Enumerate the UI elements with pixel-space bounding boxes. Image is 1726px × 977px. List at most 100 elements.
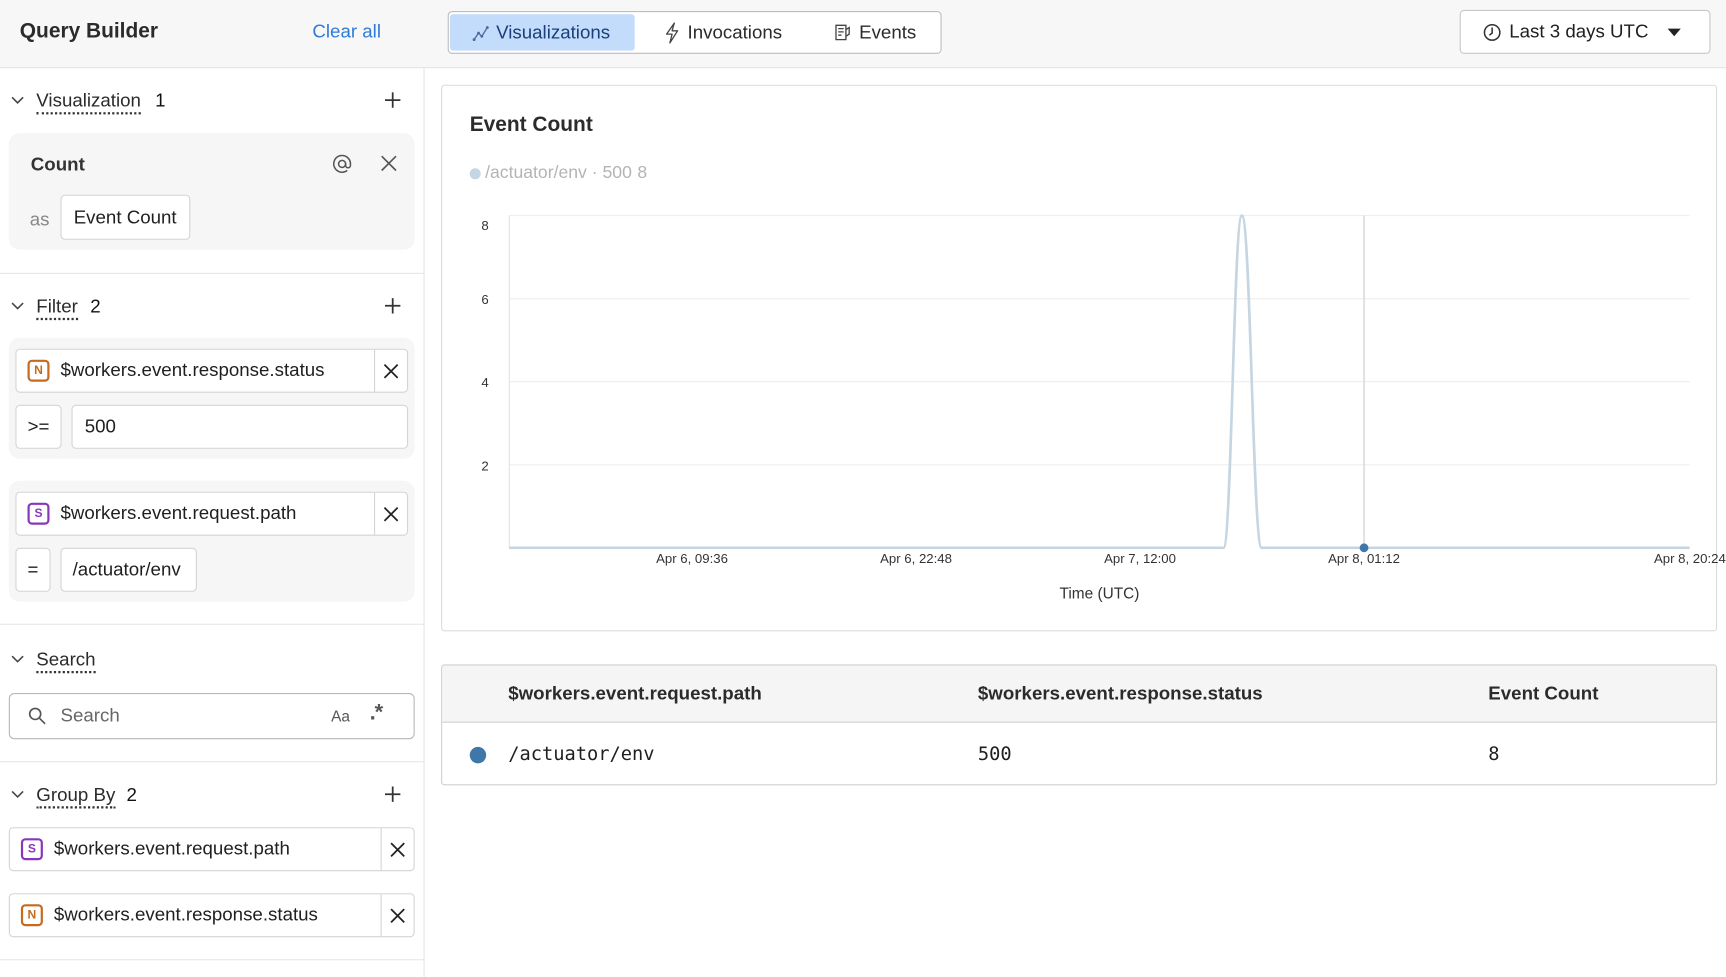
group-by-section-header[interactable]: Group By 2 [0,780,425,813]
as-label: as [29,209,50,230]
time-range-value: Last 3 days UTC [1509,20,1649,42]
string-type-badge: S [27,502,50,525]
search-section-header[interactable]: Search [0,645,425,678]
close-icon[interactable] [383,505,400,522]
chart-legend[interactable]: /actuator/env · 500 8 [469,163,648,184]
x-axis-title: Time (UTC) [1060,585,1140,602]
add-filter-icon[interactable] [382,295,404,317]
document-icon [835,24,850,41]
add-group-by-icon[interactable] [382,783,404,805]
legend-value: 8 [637,163,648,183]
filter-field-name: $workers.event.request.path [60,502,297,524]
y-tick-label: 4 [481,375,488,390]
view-tabs: Visualizations Invocations Events [447,11,942,54]
y-tick-label: 6 [481,292,488,307]
sidebar-title: Query Builder [19,19,159,43]
chevron-down-icon[interactable] [10,651,25,666]
at-sign-icon[interactable] [331,153,353,175]
clock-icon [1483,23,1501,41]
filter-field[interactable]: N $workers.event.response.status [15,348,409,393]
search-placeholder: Search [60,705,120,726]
tab-label: Visualizations [496,21,611,43]
tab-visualizations[interactable]: Visualizations [449,14,635,51]
cell-request-path: /actuator/env [508,743,655,766]
lightning-icon [665,21,679,44]
visualization-count: 1 [155,90,166,112]
close-icon[interactable] [380,154,399,173]
search-label: Search [36,649,96,674]
group-by-field[interactable]: N $workers.event.response.status [8,893,415,938]
group-by-field-name: $workers.event.request.path [53,838,290,860]
regex-toggle[interactable]: .* [369,700,384,725]
remove-group-by-button[interactable] [380,828,414,871]
x-tick-label: Apr 6, 22:48 [880,551,952,566]
column-header-event-count[interactable]: Event Count [1488,683,1599,704]
group-by-field-name: $workers.event.response.status [53,904,318,926]
y-tick-label: 2 [481,458,488,473]
query-builder-sidebar: Query Builder Clear all Visualization 1 … [0,0,425,977]
tab-invocations[interactable]: Invocations [663,14,806,50]
filter-field-name: $workers.event.response.status [60,359,325,381]
group-by-field[interactable]: S $workers.event.request.path [8,827,415,872]
group-by-count: 2 [126,784,137,806]
filter-count: 2 [90,295,101,317]
legend-swatch [469,168,481,180]
tab-events[interactable]: Events [834,14,939,50]
filter-value-input[interactable]: 500 [71,404,409,449]
clear-all-button[interactable]: Clear all [312,20,381,42]
visualization-section-header[interactable]: Visualization 1 [0,86,425,119]
filter-label: Filter [36,296,78,321]
filter-section-header[interactable]: Filter 2 [0,292,425,325]
alias-input[interactable]: Event Count [60,194,191,240]
close-icon[interactable] [389,841,406,858]
chart-title: Event Count [469,113,593,137]
string-type-badge: S [20,838,43,861]
cell-event-count: 8 [1488,743,1500,766]
filter-operator-select[interactable]: >= [15,404,62,449]
divider [0,761,425,763]
search-input[interactable]: Search Aa .* [8,693,415,740]
divider [0,623,425,625]
case-sensitive-toggle[interactable]: Aa [331,707,350,725]
results-table: $workers.event.request.path $workers.eve… [441,664,1718,786]
chevron-down-icon[interactable] [10,787,25,802]
visualization-label: Visualization [36,90,141,115]
filter-field[interactable]: S $workers.event.request.path [15,491,409,536]
remove-filter-button[interactable] [374,492,407,535]
filter-card: S $workers.event.request.path = /actuato… [8,480,415,602]
hover-point [1359,543,1369,553]
table-row[interactable] [442,723,1716,785]
filter-operator-select[interactable]: = [15,547,51,592]
search-icon [28,707,46,725]
number-type-badge: N [20,904,43,927]
add-visualization-icon[interactable] [382,89,404,111]
line-chart-icon [472,25,489,41]
close-icon[interactable] [383,362,400,379]
tab-label: Events [859,21,917,43]
series-color-dot [469,746,487,764]
event-count-chart[interactable]: 2 4 6 8 Apr 6, 09:36 Apr 6, 22:48 Apr 7, 12:00… [0,0,1726,660]
time-range-picker[interactable]: Last 3 days UTC [1459,9,1711,54]
remove-filter-button[interactable] [374,349,407,392]
chevron-down-icon[interactable] [10,298,25,313]
divider [0,959,425,961]
x-tick-label: Apr 8, 01:12 [1328,551,1400,566]
x-tick-label: Apr 8, 20:24 [1654,551,1726,566]
y-tick-label: 8 [481,218,488,233]
series-line [509,214,1690,550]
column-header-request-path[interactable]: $workers.event.request.path [508,683,762,704]
filter-value-input[interactable]: /actuator/env [60,547,197,592]
close-icon[interactable] [389,907,406,924]
visualization-function: Count [30,154,85,175]
caret-down-icon [1667,28,1681,37]
x-tick-label: Apr 6, 09:36 [656,551,728,566]
column-header-response-status[interactable]: $workers.event.response.status [977,683,1263,704]
table-header [442,665,1717,723]
number-type-badge: N [27,359,50,382]
filter-card: N $workers.event.response.status >= 500 [8,337,415,459]
chart-card: Event Count /actuator/env · 500 8 [441,84,1718,632]
legend-label: /actuator/env · 500 [485,163,632,183]
cell-response-status: 500 [977,743,1012,766]
remove-group-by-button[interactable] [380,894,414,937]
chevron-down-icon[interactable] [10,92,25,107]
